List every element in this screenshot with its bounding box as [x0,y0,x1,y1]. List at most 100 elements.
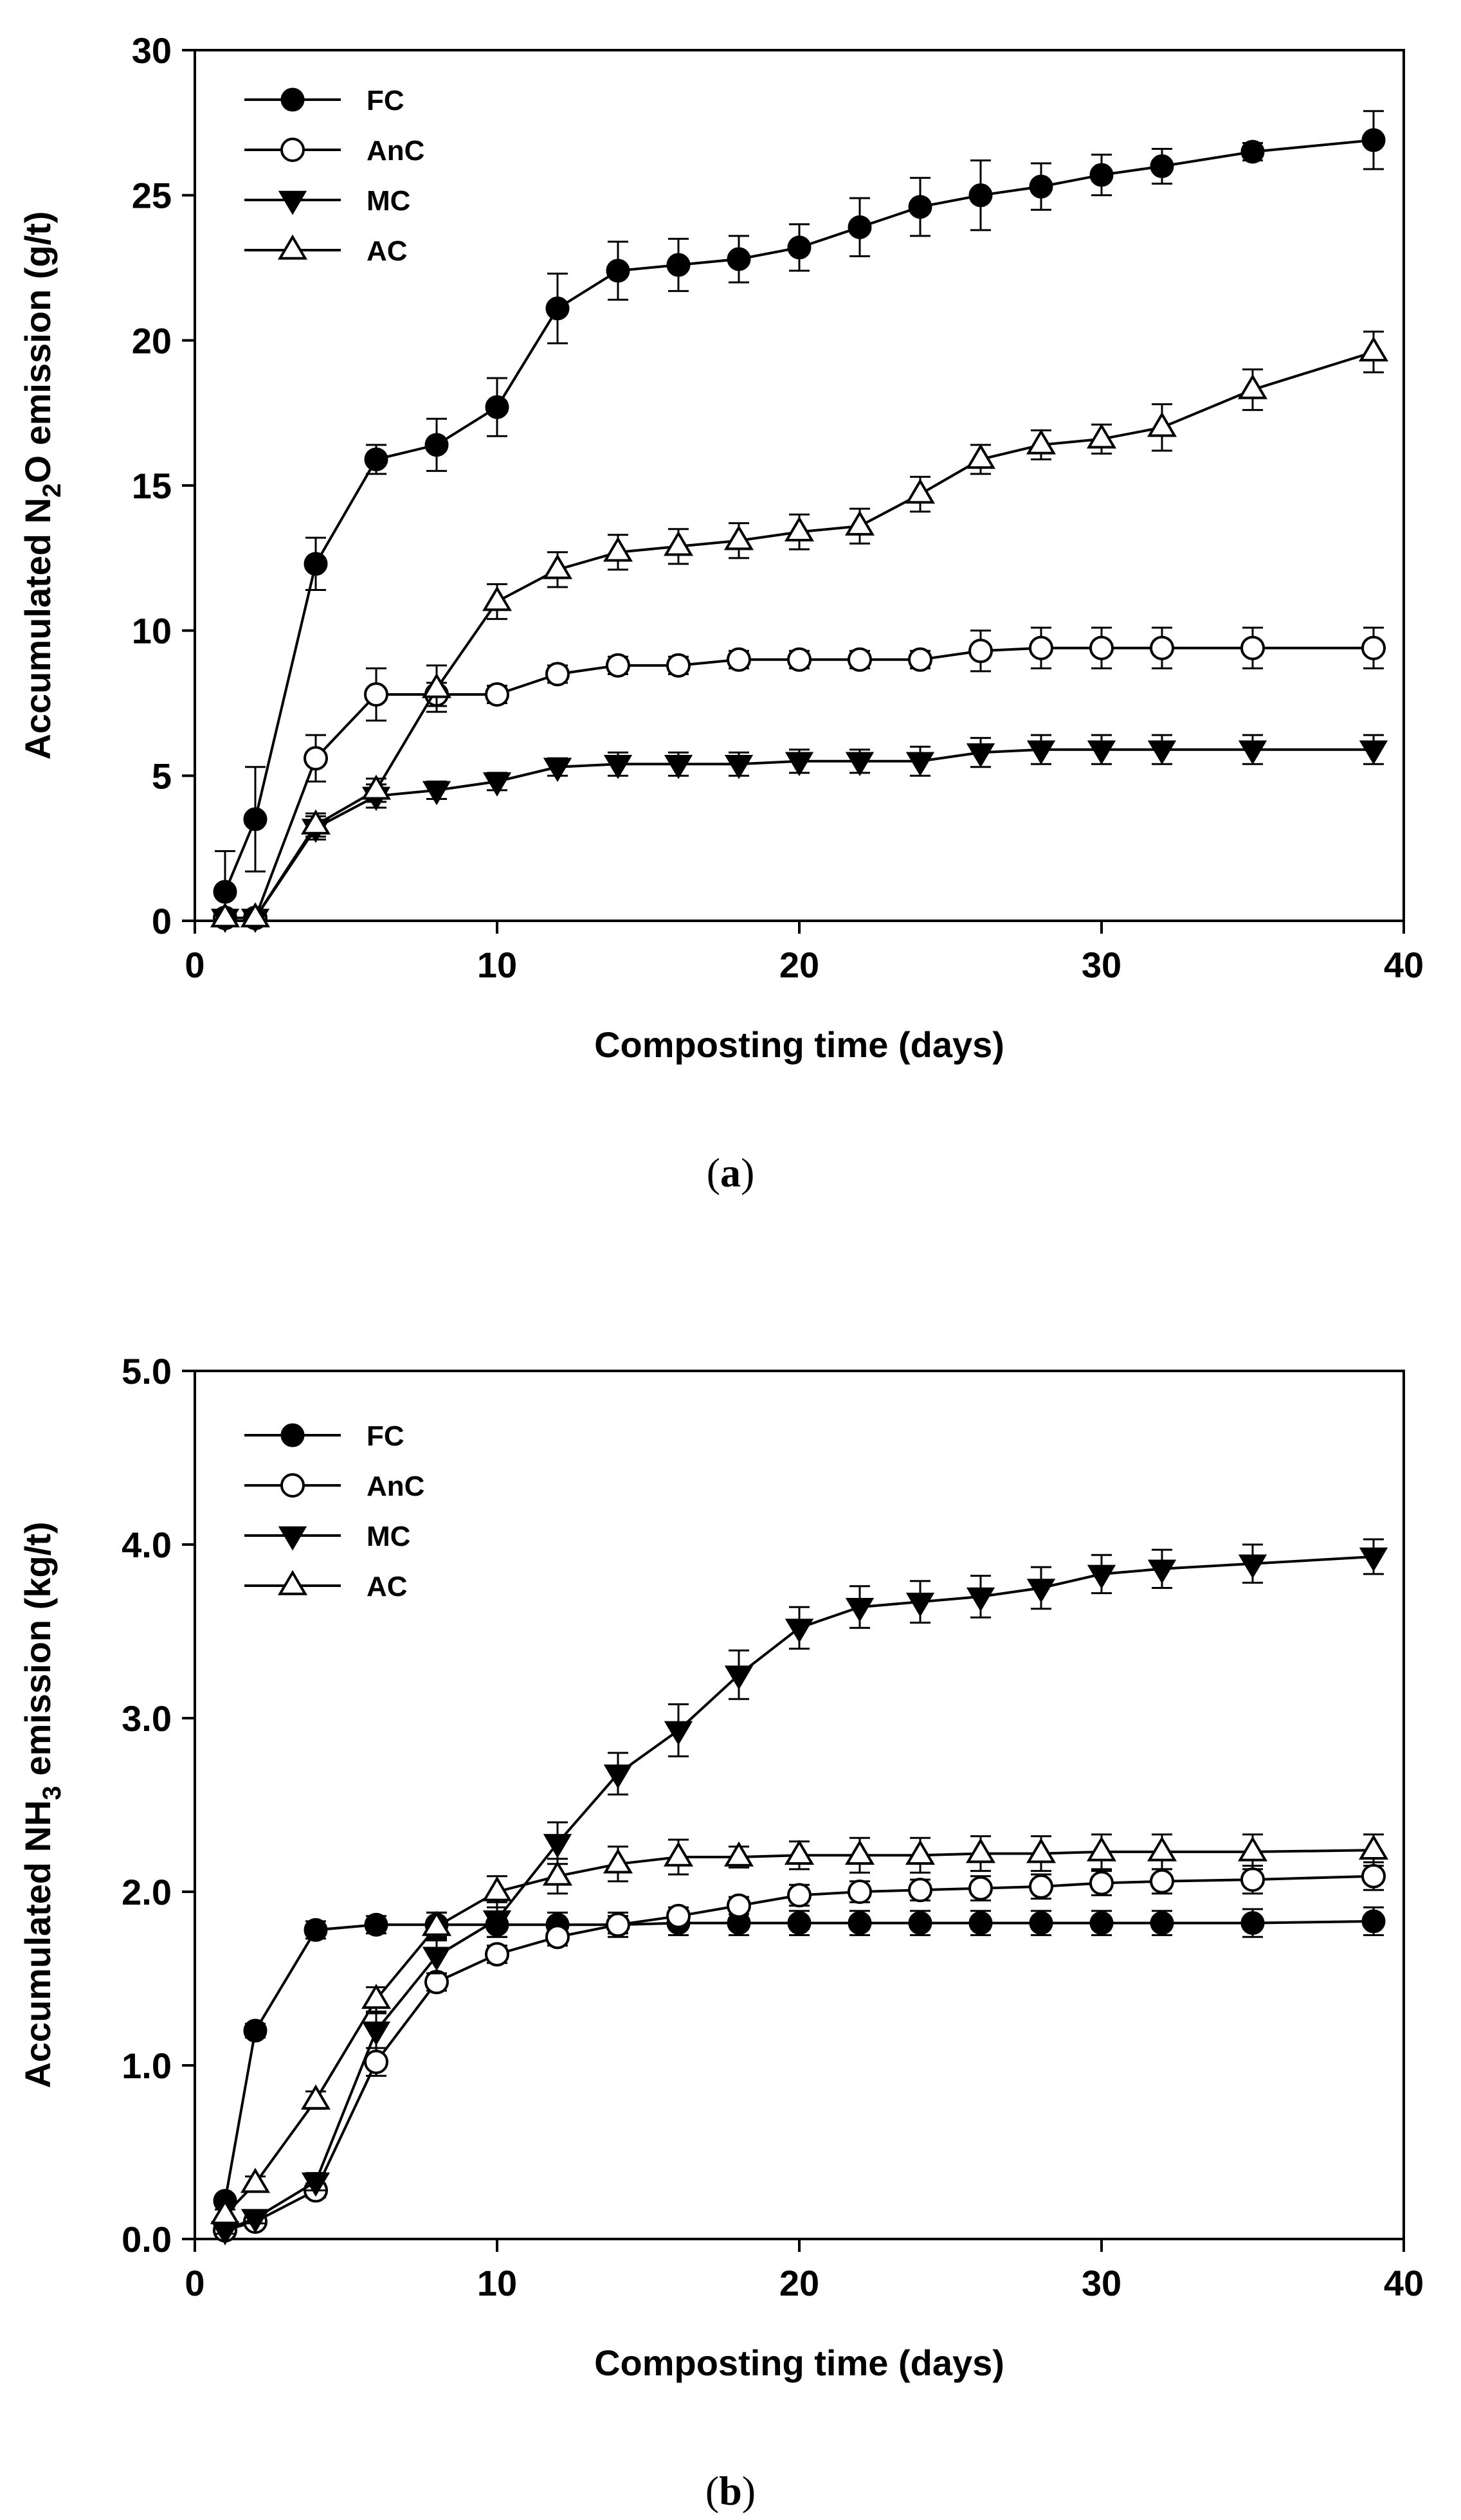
data-point-mc-a [664,755,693,779]
data-point-fc-a [606,258,630,283]
y-tick-label-a: 0 [152,901,172,941]
y-tick-label-b: 2.0 [122,1872,172,1912]
data-point-ac-a [784,516,815,541]
data-point-anc-b [1029,1874,1053,1899]
data-point-ac-a [1086,423,1117,449]
data-point-ac-a [603,536,633,562]
data-point-ac-b [965,1838,996,1863]
data-point-anc-b [1361,1863,1386,1889]
series-layer-b [210,1538,1389,2245]
data-point-anc-b [424,1970,449,1995]
data-point-anc-b [1150,1869,1174,1894]
legend-label-ac-b: AC [367,1571,408,1602]
legend-label-anc-a: AnC [367,135,424,167]
data-point-anc-b [364,2049,388,2074]
legend-label-mc-b: MC [367,1521,410,1552]
data-point-mc-b [1147,1559,1177,1584]
legend-marker-fc-a [280,87,305,112]
data-point-mc-a [1147,740,1177,765]
y-tick-label-b: 1.0 [122,2045,172,2086]
data-point-mc-b [845,1597,875,1622]
data-point-mc-b [1359,1547,1388,1572]
data-point-ac-b [210,2198,240,2224]
legend-label-mc-a: MC [367,185,410,217]
data-point-mc-b [1087,1564,1116,1590]
data-point-anc-b [606,1912,630,1937]
data-point-fc-b [1240,1911,1265,1935]
data-point-anc-b [848,1880,872,1904]
legend-label-fc-b: FC [367,1420,404,1452]
data-point-ac-b [905,1839,936,1865]
data-point-fc-b [1361,1909,1386,1934]
data-point-fc-a [666,253,691,277]
legend-label-anc-b: AnC [367,1471,424,1502]
y-tick-label-a: 30 [132,30,172,71]
caption-a: (a) [707,1150,755,1195]
data-point-anc-b [968,1876,993,1901]
data-point-mc-b [422,1946,451,1972]
data-point-ac-a [542,554,573,579]
data-point-fc-a [304,552,328,576]
y-tick-label-a: 15 [132,466,172,506]
data-point-fc-b [304,1917,328,1942]
data-point-fc-b [908,1911,932,1935]
data-point-mc-b [482,1910,512,1935]
data-point-mc-b [1238,1554,1267,1579]
x-tick-label-b: 30 [1082,2263,1121,2303]
legend-marker-anc-a [280,138,305,162]
data-point-fc-b [243,2018,268,2043]
data-point-mc-a [482,772,512,797]
data-point-fc-a [545,296,570,321]
data-point-anc-a [1361,635,1386,660]
data-point-ac-a [844,510,875,536]
x-tick-label-b: 0 [185,2263,204,2303]
data-point-ac-b [1237,1836,1268,1862]
y-axis-title-a-main: Accumulated N [17,498,58,760]
data-point-ac-b [1358,1834,1389,1860]
legend-b: FC AnC MC AC [244,1420,424,1602]
x-tick-label-a: 20 [779,945,819,985]
data-point-ac-b [421,1910,452,1936]
data-point-ac-a [240,902,271,928]
data-point-fc-a [787,235,812,260]
data-point-ac-a [965,444,996,469]
data-point-ac-a [663,530,694,556]
data-point-ac-b [300,2084,331,2110]
data-point-ac-b [542,1860,573,1886]
data-point-mc-a [845,752,875,777]
y-axis-title-b-rest: emission (kg/t) [17,1521,58,1786]
data-point-anc-b [1240,1867,1265,1892]
data-point-ac-a [1147,412,1177,437]
data-point-ac-b [603,1848,633,1874]
data-point-ac-b [361,1984,392,2009]
data-point-mc-a [422,781,451,806]
data-point-fc-a [1089,163,1114,187]
data-point-anc-b [485,1942,509,1967]
chart-panel-b: 0 10 20 30 40 0.0 1.0 2.0 3.0 4.0 5.0 FC AnC MC AC Co… [17,1351,1424,2514]
data-point-ac-a [361,774,392,800]
data-point-mc-b [664,1721,693,1746]
data-point-fc-b [787,1911,812,1935]
data-point-anc-a [1089,635,1114,660]
data-point-mc-a [1026,740,1056,765]
data-point-fc-a [485,395,509,419]
data-point-anc-a [485,682,509,707]
data-point-ac-a [482,586,513,612]
data-point-anc-a [848,647,872,672]
x-tick-label-a: 10 [477,945,517,985]
data-point-fc-b [364,1912,388,1937]
x-axis-title-a: Composting time (days) [594,1024,1004,1065]
data-point-mc-a [966,743,995,768]
data-point-mc-a [543,757,572,783]
y-tick-label-a: 25 [132,176,172,216]
legend-a: FC AnC MC AC [244,85,424,267]
y-axis-title-a-rest: O emission (g/t) [17,211,58,483]
y-axis-title-a-subscript: 2 [38,484,66,498]
data-point-anc-a [908,647,932,672]
legend-marker-mc-b [278,1526,307,1551]
series-layer-a [210,110,1389,933]
data-point-mc-b [966,1587,995,1612]
legend-label-ac-a: AC [367,235,408,267]
data-point-mc-b [905,1592,935,1617]
data-point-mc-a [905,752,935,777]
